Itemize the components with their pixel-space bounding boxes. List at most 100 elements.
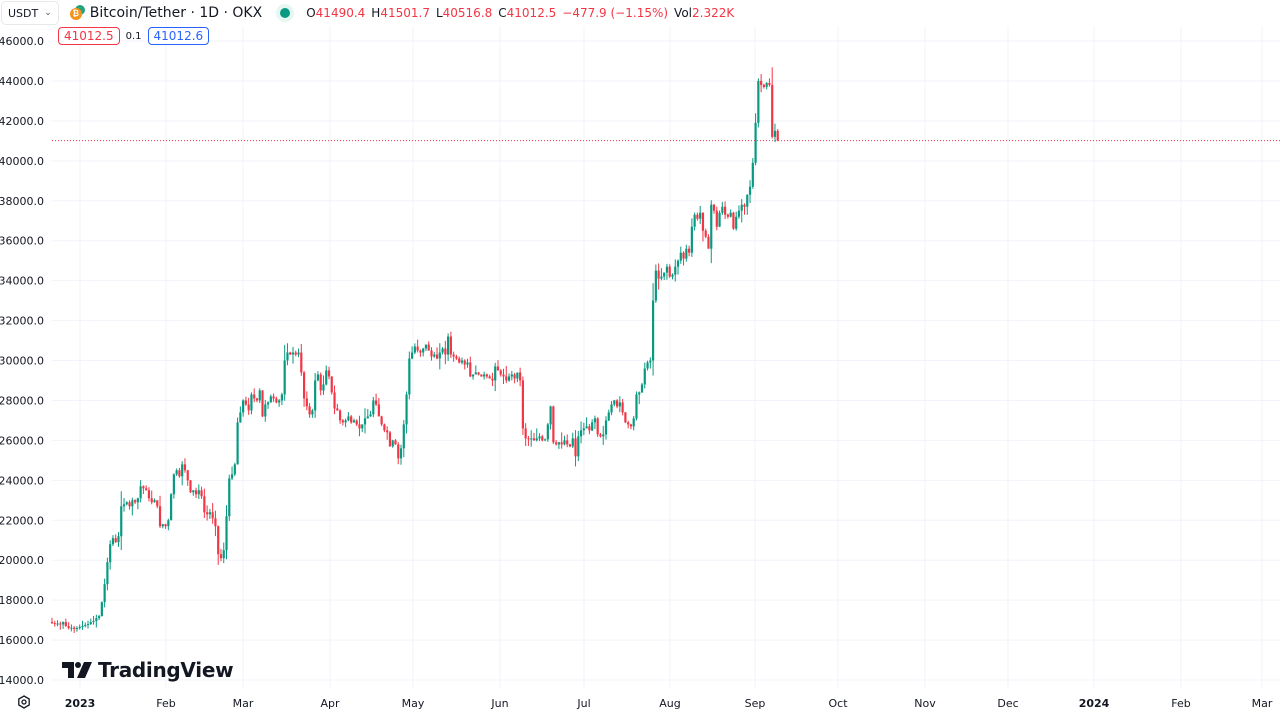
candle-body	[239, 412, 242, 423]
candle-body	[117, 536, 120, 543]
candle-body	[688, 248, 691, 253]
candle-body	[203, 496, 206, 513]
candle-body	[164, 524, 167, 527]
candle-body	[574, 438, 577, 457]
candle-body	[610, 404, 613, 413]
candle-body	[754, 122, 757, 163]
candle-body	[81, 626, 84, 628]
x-axis-label: Feb	[156, 697, 175, 710]
candle-body	[660, 276, 663, 279]
tradingview-logo-icon	[62, 662, 92, 678]
candle-body	[433, 354, 436, 357]
candle-body	[651, 300, 655, 361]
open-value: 41490.4	[315, 6, 366, 20]
candle-body	[120, 506, 123, 537]
candle-body	[676, 260, 680, 267]
candle-body	[269, 396, 272, 403]
candle-body	[402, 424, 405, 449]
candle-body	[735, 216, 738, 229]
candle-body	[507, 376, 511, 381]
candle-body	[206, 512, 209, 515]
candle-body	[386, 430, 389, 433]
x-axis-label: Oct	[828, 697, 848, 710]
candle-body	[189, 480, 192, 493]
candle-body	[463, 360, 466, 365]
candle-body	[147, 490, 151, 499]
candle-body	[776, 130, 779, 141]
candle-body	[355, 420, 358, 425]
candle-body	[222, 550, 225, 559]
candle-body	[452, 354, 455, 357]
candle-body	[283, 360, 286, 395]
candle-body	[624, 412, 627, 423]
y-axis-label: 14000.0	[0, 674, 44, 687]
watermark-text: TradingView	[98, 658, 234, 682]
candle-body	[532, 438, 536, 441]
candle-body	[579, 430, 583, 437]
candle-body	[333, 392, 336, 409]
candle-body	[743, 204, 746, 207]
candle-body	[289, 352, 292, 355]
sell-button[interactable]: 41012.5	[58, 27, 120, 45]
candle-body	[327, 370, 331, 377]
candle-body	[535, 438, 538, 441]
candle-body	[447, 336, 450, 355]
candle-body	[746, 194, 749, 207]
x-axis-label: Mar	[1252, 697, 1273, 710]
candle-body	[228, 478, 231, 517]
tradingview-watermark[interactable]: TradingView	[62, 658, 234, 682]
symbol-title[interactable]: Bitcoin/Tether · 1D · OKX	[89, 5, 263, 21]
spread-value: 0.1	[125, 30, 142, 42]
candle-body	[70, 627, 73, 629]
candle-body	[150, 498, 153, 503]
candle-body	[225, 516, 228, 551]
y-axis-label: 40000.0	[0, 155, 44, 168]
candle-body	[593, 418, 597, 423]
candle-body	[555, 442, 558, 445]
y-axis-label: 18000.0	[0, 594, 44, 607]
candle-body	[391, 440, 394, 447]
candle-body	[588, 426, 591, 431]
candle-body	[294, 352, 297, 355]
candle-body	[471, 374, 475, 377]
y-axis-label: 38000.0	[0, 195, 44, 208]
candle-body	[111, 538, 115, 545]
candle-body	[86, 624, 90, 626]
candle-body	[194, 490, 198, 495]
candle-body	[469, 362, 472, 377]
settings-icon[interactable]	[17, 695, 31, 709]
candle-body	[358, 424, 361, 429]
candle-body	[383, 424, 386, 431]
candle-body	[435, 354, 439, 359]
y-axis-label: 22000.0	[0, 514, 44, 527]
currency-dropdown[interactable]: USDT ⌄	[2, 2, 58, 24]
candle-body	[422, 348, 425, 353]
y-axis-label: 32000.0	[0, 315, 44, 328]
candle-body	[527, 438, 530, 440]
candle-body	[261, 390, 264, 417]
candle-body	[430, 350, 433, 357]
candle-body	[458, 358, 461, 363]
candle-body	[73, 627, 76, 630]
candle-body	[577, 436, 580, 457]
candle-body	[582, 428, 585, 431]
candle-body	[388, 432, 392, 447]
candle-body	[56, 623, 59, 625]
low-value: 40516.8	[442, 6, 493, 20]
y-axis-label: 44000.0	[0, 75, 44, 88]
candle-body	[411, 352, 414, 359]
candle-body	[156, 500, 159, 507]
candle-body	[699, 212, 702, 219]
candle-body	[707, 236, 710, 249]
high-value: 41501.7	[380, 6, 430, 20]
y-axis-label: 26000.0	[0, 434, 44, 447]
candle-body	[311, 410, 314, 415]
buy-button[interactable]: 41012.6	[147, 27, 210, 45]
candle-body	[474, 372, 477, 375]
x-axis-label: Nov	[914, 697, 936, 710]
bitcoin-tether-logo-icon: ₿	[69, 5, 86, 21]
candle-body	[374, 400, 378, 405]
market-open-status-icon[interactable]	[280, 8, 291, 18]
y-axis-label: 16000.0	[0, 634, 44, 647]
